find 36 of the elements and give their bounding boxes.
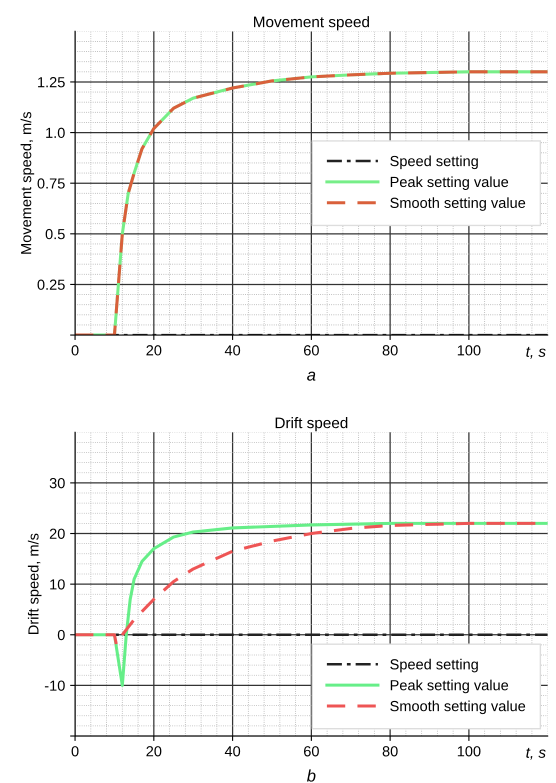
x-tick-label: 0 xyxy=(72,345,79,356)
x-tick-label: 60 xyxy=(304,345,319,356)
x-tick-label: 100 xyxy=(458,746,480,756)
x-axis-title: t, s xyxy=(526,346,546,359)
y-tick-label: 1.25 xyxy=(38,77,65,88)
y-tick-label: 1.0 xyxy=(46,128,65,138)
text: a xyxy=(307,372,316,381)
y-axis-title: Drift speed, m/s xyxy=(28,534,42,634)
y-tick-label: 30 xyxy=(50,478,65,488)
x-tick-label: 40 xyxy=(224,746,240,756)
y-tick-label: 0.5 xyxy=(46,228,65,240)
chart-title: Drift speed xyxy=(276,417,348,432)
x-tick-label: 20 xyxy=(146,345,162,356)
legend-label: Smooth setting value xyxy=(390,197,526,211)
x-tick-label: 40 xyxy=(224,345,240,356)
x-tick-label: 80 xyxy=(382,345,398,356)
y-tick-label: 10 xyxy=(50,579,65,590)
x-tick-label: 20 xyxy=(146,746,162,756)
legend-label: Smooth setting value xyxy=(390,700,526,714)
x-tick-label: 80 xyxy=(382,746,398,756)
text: b xyxy=(306,769,316,782)
y-tick-label: 0 xyxy=(58,630,65,640)
y-tick-label: 0.75 xyxy=(38,178,65,189)
y-tick-label: 0.25 xyxy=(38,280,65,290)
y-tick-label: -10 xyxy=(44,680,65,691)
x-tick-label: 60 xyxy=(304,746,319,756)
x-tick-label: 0 xyxy=(72,746,79,756)
y-tick-label: 20 xyxy=(50,528,65,539)
chart-title: Movement speed xyxy=(254,16,369,30)
legend-label: Speed setting xyxy=(390,658,478,672)
legend-label: Speed setting xyxy=(390,156,478,170)
y-axis-title: Movement speed, m/s xyxy=(20,112,34,254)
legend-label: Peak setting value xyxy=(390,176,508,190)
x-axis-title: t, s xyxy=(526,748,546,760)
legend-label: Peak setting value xyxy=(390,680,508,694)
x-tick-label: 100 xyxy=(458,345,480,356)
